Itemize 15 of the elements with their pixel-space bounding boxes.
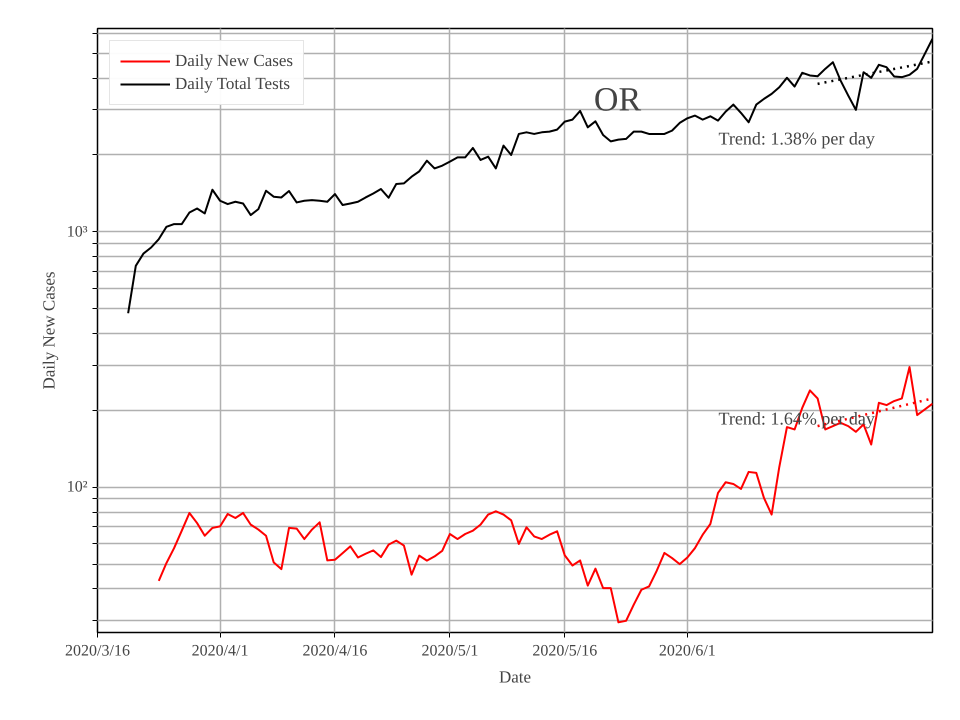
y-tick-label: 10³ xyxy=(66,223,88,240)
x-tick-label: 2020/6/1 xyxy=(658,642,716,660)
y-axis-title: Daily New Cases xyxy=(40,271,59,390)
x-tick-label: 2020/4/1 xyxy=(192,642,249,660)
x-tick-label: 2020/5/1 xyxy=(421,642,478,660)
x-tick-label: 2020/5/16 xyxy=(532,642,598,660)
annotation: Trend: 1.38% per day xyxy=(718,128,875,148)
x-axis-title: Date xyxy=(498,668,532,686)
legend-label: Daily New Cases xyxy=(175,51,294,71)
legend-label: Daily Total Tests xyxy=(175,74,290,94)
y-tick-label: 10² xyxy=(66,478,88,496)
x-tick-label: 2020/4/16 xyxy=(302,642,368,660)
line-series xyxy=(158,366,932,624)
x-tick-label: 2020/3/16 xyxy=(65,642,130,660)
text: OR xyxy=(594,82,642,118)
